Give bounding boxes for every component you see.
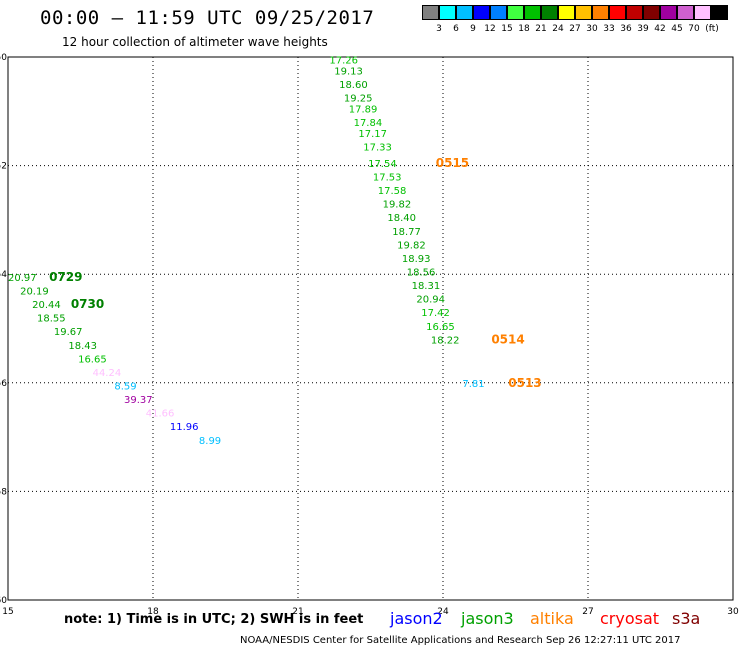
x-tick-label: 21 — [292, 607, 303, 617]
wave-height-point: 20.97 — [8, 273, 37, 284]
colorbar-swatch — [592, 5, 609, 20]
wave-height-point: 39.37 — [124, 395, 153, 406]
x-tick-label: 24 — [437, 607, 449, 617]
colorbar-swatch — [541, 5, 558, 20]
wave-height-point: 8.99 — [199, 436, 221, 447]
pass-number-label: 0730 — [71, 297, 104, 311]
colorbar-swatch — [626, 5, 643, 20]
colorbar-label: 3 — [436, 24, 442, 34]
colorbar-label: 36 — [620, 24, 632, 34]
wave-height-point: 11.96 — [170, 422, 199, 433]
y-tick-label: -58 — [0, 487, 7, 497]
colorbar-label: 18 — [518, 24, 530, 34]
wave-height-point: 19.67 — [54, 327, 83, 338]
colorbar-label: 30 — [586, 24, 598, 34]
pass-number-label: 0729 — [49, 270, 82, 284]
wave-height-point: 17.26 — [329, 56, 358, 67]
pass-number-label: 0514 — [491, 332, 524, 346]
wave-height-point: 16.65 — [426, 322, 455, 333]
colorbar-swatch — [456, 5, 473, 20]
satellite-legend-item: jason3 — [461, 609, 514, 628]
wave-height-point: 17.54 — [368, 159, 397, 170]
wave-height-point: 17.33 — [363, 143, 392, 154]
colorbar-swatch — [507, 5, 524, 20]
wave-height-point: 18.56 — [407, 267, 436, 278]
wave-height-point: 19.82 — [397, 240, 426, 251]
wave-height-point: 18.93 — [402, 254, 431, 265]
y-tick-label: -50 — [0, 53, 7, 63]
wave-height-point: 16.65 — [78, 354, 107, 365]
colorbar-swatch — [422, 5, 439, 20]
colorbar-swatch — [677, 5, 694, 20]
wave-height-point: 17.53 — [373, 172, 402, 183]
colorbar-swatch — [609, 5, 626, 20]
colorbar-swatch — [711, 5, 728, 20]
colorbar-unit: (ft) — [705, 24, 719, 34]
y-tick-label: -60 — [0, 596, 7, 606]
y-tick-label: -56 — [0, 379, 7, 389]
colorbar-swatch — [490, 5, 507, 20]
wave-height-point: 18.31 — [412, 281, 441, 292]
chart-subtitle: 12 hour collection of altimeter wave hei… — [62, 35, 328, 49]
wave-height-point: 17.17 — [358, 129, 387, 140]
x-tick-label: 18 — [147, 607, 159, 617]
wave-height-point: 19.25 — [344, 94, 373, 105]
wave-height-point: 18.60 — [339, 80, 368, 91]
satellite-legend-item: altika — [530, 609, 574, 628]
satellite-legend-item: s3a — [672, 609, 701, 628]
footer-credit: NOAA/NESDIS Center for Satellite Applica… — [240, 635, 681, 646]
wave-height-point: 8.59 — [114, 382, 136, 393]
colorbar-swatch — [643, 5, 660, 20]
satellite-legend-item: jason2 — [390, 609, 443, 628]
colorbar-swatch — [558, 5, 575, 20]
x-tick-label: 27 — [582, 607, 593, 617]
x-tick-label: 15 — [2, 607, 13, 617]
colorbar-label: 42 — [654, 24, 666, 34]
plot-frame — [7, 56, 734, 601]
colorbar-label: 33 — [603, 24, 615, 34]
colorbar-label: 70 — [688, 24, 700, 34]
colorbar-label: 6 — [453, 24, 459, 34]
colorbar-label: 12 — [484, 24, 496, 34]
colorbar-label: 45 — [671, 24, 683, 34]
wave-height-point: 19.82 — [383, 200, 412, 211]
colorbar-swatch — [694, 5, 711, 20]
wave-height-point: 7.81 — [462, 379, 484, 390]
colorbar-label: 27 — [569, 24, 581, 34]
colorbar-swatch — [660, 5, 677, 20]
satellite-legend-item: cryosat — [600, 609, 660, 628]
y-tick-label: -54 — [0, 270, 7, 280]
wave-height-point: 19.13 — [334, 67, 363, 78]
colorbar-label: 24 — [552, 24, 564, 34]
wave-height-point: 17.89 — [349, 105, 378, 116]
colorbar-label: 21 — [535, 24, 547, 34]
wave-height-point: 18.22 — [431, 335, 460, 346]
colorbar-label: 15 — [501, 24, 513, 34]
colorbar-swatch — [473, 5, 490, 20]
colorbar-label: 39 — [637, 24, 649, 34]
pass-number-label: 0515 — [436, 156, 469, 170]
wave-height-point: 20.94 — [416, 295, 445, 306]
wave-height-point: 18.43 — [68, 341, 97, 352]
colorbar-swatch — [575, 5, 592, 20]
wave-height-point: 17.84 — [354, 118, 383, 129]
colorbar-swatch — [524, 5, 541, 20]
wave-height-point: 17.58 — [378, 186, 407, 197]
wave-height-point: 20.19 — [20, 286, 49, 297]
note-text: note: 1) Time is in UTC; 2) SWH is in fe… — [64, 612, 364, 627]
wave-height-point: 41.66 — [146, 409, 175, 420]
colorbar-swatch — [439, 5, 456, 20]
y-tick-label: -52 — [0, 162, 7, 172]
pass-number-label: 0513 — [508, 376, 541, 390]
colorbar-label: 9 — [470, 24, 476, 34]
chart-title: 00:00 – 11:59 UTC 09/25/2017 — [40, 7, 375, 29]
wave-height-point: 20.44 — [32, 300, 61, 311]
wave-height-point: 17.42 — [421, 308, 450, 319]
wave-height-point: 18.40 — [387, 213, 416, 224]
wave-height-point: 44.24 — [93, 368, 122, 379]
wave-height-point: 18.77 — [392, 227, 421, 238]
wave-height-point: 18.55 — [37, 314, 66, 325]
x-tick-label: 30 — [727, 607, 739, 617]
